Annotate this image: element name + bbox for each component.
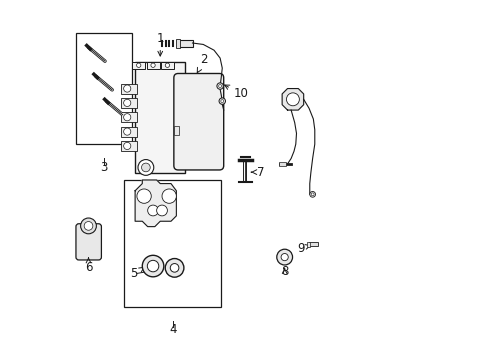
- Circle shape: [141, 163, 150, 172]
- Circle shape: [281, 253, 287, 261]
- Circle shape: [137, 189, 151, 203]
- Circle shape: [218, 85, 221, 87]
- FancyBboxPatch shape: [76, 224, 101, 260]
- Circle shape: [276, 249, 292, 265]
- Bar: [174, 126, 179, 135]
- FancyBboxPatch shape: [174, 73, 223, 170]
- Bar: [135, 62, 185, 173]
- Text: 9: 9: [297, 242, 310, 255]
- Circle shape: [162, 189, 176, 203]
- Polygon shape: [282, 89, 303, 110]
- Bar: [76, 33, 131, 144]
- Text: 7: 7: [251, 166, 264, 179]
- Text: 10: 10: [224, 85, 248, 100]
- Bar: [308, 242, 317, 246]
- Circle shape: [170, 264, 179, 272]
- Bar: [121, 141, 137, 151]
- Circle shape: [219, 98, 225, 104]
- Circle shape: [123, 142, 131, 149]
- Circle shape: [309, 192, 315, 197]
- Text: 5: 5: [130, 267, 143, 280]
- Bar: [178, 40, 192, 46]
- Bar: [161, 62, 174, 69]
- Text: 2: 2: [197, 53, 208, 73]
- Circle shape: [84, 221, 93, 230]
- Circle shape: [138, 159, 153, 175]
- Polygon shape: [135, 180, 176, 226]
- Bar: [121, 127, 137, 136]
- Bar: [279, 162, 285, 166]
- Circle shape: [156, 205, 167, 216]
- Circle shape: [142, 255, 163, 277]
- Circle shape: [221, 100, 223, 103]
- Bar: [306, 242, 309, 247]
- Bar: [146, 62, 159, 69]
- Circle shape: [136, 63, 141, 67]
- Circle shape: [123, 114, 131, 121]
- Bar: [132, 62, 145, 69]
- Bar: [121, 98, 137, 108]
- Text: 4: 4: [169, 323, 176, 336]
- Text: 6: 6: [84, 258, 92, 274]
- Bar: [121, 112, 137, 122]
- Text: 1: 1: [156, 32, 163, 56]
- Bar: [176, 39, 180, 48]
- Bar: [121, 84, 137, 94]
- Circle shape: [123, 99, 131, 107]
- Circle shape: [310, 193, 313, 196]
- Circle shape: [81, 218, 96, 234]
- Circle shape: [165, 63, 169, 67]
- Circle shape: [151, 63, 155, 67]
- Circle shape: [217, 83, 223, 89]
- Bar: [124, 180, 221, 307]
- Circle shape: [147, 205, 158, 216]
- Circle shape: [123, 128, 131, 135]
- Text: 8: 8: [281, 265, 288, 278]
- Circle shape: [165, 258, 183, 277]
- Circle shape: [286, 93, 299, 106]
- Circle shape: [123, 85, 131, 92]
- Text: 3: 3: [100, 161, 107, 174]
- Circle shape: [147, 260, 159, 272]
